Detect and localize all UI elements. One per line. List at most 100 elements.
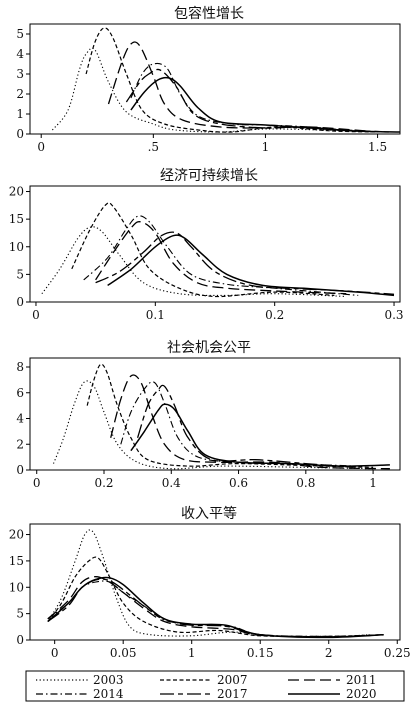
series-group xyxy=(41,202,395,298)
panel-inclusive-growth: 包容性增长 0 1 2 3 4 5 0 .5 1 1.5 xyxy=(16,5,401,154)
x-axis: 0 0.05 1 0.15 2 0.25 xyxy=(51,640,411,660)
panel-income-equality: 收入平等 0 5 10 15 20 0 0.05 1 0.15 2 0.25 xyxy=(9,505,411,660)
panel-title: 收入平等 xyxy=(181,505,237,522)
series-line-2003 xyxy=(47,529,370,638)
y-tick-label: 8 xyxy=(16,360,24,374)
series-line-2007 xyxy=(85,27,378,133)
x-tick-label: 0.1 xyxy=(146,308,165,322)
series-line-2020 xyxy=(130,403,390,467)
legend-entry-2011: 2011 xyxy=(288,673,377,687)
legend-label: 2011 xyxy=(346,673,377,687)
legend-entry-2014: 2014 xyxy=(36,687,124,701)
series-line-2017 xyxy=(95,231,395,295)
x-tick-label: 0 xyxy=(51,646,59,660)
y-tick-label: 20 xyxy=(9,185,24,199)
y-axis: 0 2 4 6 8 xyxy=(16,360,30,477)
y-tick-label: 4 xyxy=(16,47,24,61)
x-tick-label: 0.2 xyxy=(94,476,113,490)
y-tick-label: 15 xyxy=(9,554,24,568)
x-tick-label: .5 xyxy=(148,140,159,154)
series-line-2014 xyxy=(120,381,357,467)
y-tick-label: 5 xyxy=(16,267,24,281)
y-tick-label: 10 xyxy=(9,240,24,254)
x-tick-label: 0.8 xyxy=(296,476,315,490)
y-tick-label: 2 xyxy=(16,437,24,451)
x-tick-label: 2 xyxy=(325,646,333,660)
x-tick-label: 0.2 xyxy=(265,308,284,322)
legend-label: 2014 xyxy=(93,687,124,701)
series-line-2017 xyxy=(136,384,357,469)
series-line-2007 xyxy=(71,202,335,298)
x-tick-label: 1 xyxy=(262,140,270,154)
y-axis: 0 5 10 15 20 xyxy=(9,185,30,309)
series-group xyxy=(51,27,401,133)
legend-box xyxy=(25,670,405,702)
series-line-2003 xyxy=(41,226,347,298)
y-tick-label: 6 xyxy=(16,386,24,400)
series-line-2003 xyxy=(52,380,374,470)
y-tick-label: 5 xyxy=(16,607,24,621)
plot-frame xyxy=(29,23,401,135)
plot-frame xyxy=(29,523,401,641)
x-axis: 0 0.2 0.4 0.6 0.8 1 xyxy=(33,470,377,490)
legend-entry-2003: 2003 xyxy=(36,673,124,687)
x-tick-label: 0.05 xyxy=(110,646,137,660)
y-tick-label: 0 xyxy=(16,463,24,477)
series-line-2020 xyxy=(107,234,395,297)
panel-title: 社会机会公平 xyxy=(167,340,251,356)
panel-title: 经济可持续增长 xyxy=(160,167,258,184)
y-axis: 0 1 2 3 4 5 xyxy=(16,27,30,141)
legend-entry-2007: 2007 xyxy=(160,673,248,687)
x-tick-label: 1 xyxy=(369,476,377,490)
series-group xyxy=(52,363,390,470)
plot-frame xyxy=(29,357,401,471)
legend-entry-2020: 2020 xyxy=(288,687,377,701)
series-line-2014 xyxy=(83,215,359,296)
x-tick-label: 0 xyxy=(32,308,40,322)
legend: 2003 2007 2011 2014 2017 2020 xyxy=(25,670,405,702)
series-line-2011 xyxy=(95,221,347,295)
legend-label: 2020 xyxy=(346,687,377,701)
y-tick-label: 1 xyxy=(16,107,24,121)
x-tick-label: 1 xyxy=(188,646,196,660)
panel-economic-sustainable-growth: 经济可持续增长 0 5 10 15 20 0 0.1 0.2 0.3 xyxy=(9,167,404,322)
series-line-2020 xyxy=(47,576,384,639)
x-tick-label: 0.4 xyxy=(162,476,181,490)
y-tick-label: 0 xyxy=(16,295,24,309)
y-tick-label: 10 xyxy=(9,580,24,594)
y-tick-label: 0 xyxy=(16,127,24,141)
series-line-2007 xyxy=(86,363,374,468)
x-tick-label: 0.15 xyxy=(247,646,274,660)
series-line-2020 xyxy=(130,76,401,133)
legend-label: 2017 xyxy=(217,687,248,701)
x-tick-label: 1.5 xyxy=(368,140,387,154)
y-tick-label: 2 xyxy=(16,87,24,101)
x-tick-label: 0.3 xyxy=(384,308,403,322)
y-tick-label: 3 xyxy=(16,67,24,81)
x-tick-label: 0.6 xyxy=(229,476,248,490)
legend-label: 2003 xyxy=(93,673,124,687)
legend-label: 2007 xyxy=(217,673,248,687)
series-group xyxy=(47,529,384,639)
series-line-2003 xyxy=(51,47,378,133)
x-tick-label: 0 xyxy=(33,476,41,490)
y-tick-label: 20 xyxy=(9,528,24,542)
plot-frame xyxy=(29,185,401,303)
series-line-2011 xyxy=(107,41,367,132)
x-axis: 0 .5 1 1.5 xyxy=(37,134,387,154)
x-axis: 0 0.1 0.2 0.3 xyxy=(32,302,404,322)
series-line-2017 xyxy=(125,68,389,133)
y-tick-label: 0 xyxy=(16,633,24,647)
y-tick-label: 5 xyxy=(16,27,24,41)
y-tick-label: 4 xyxy=(16,412,24,426)
legend-entry-2017: 2017 xyxy=(160,687,248,701)
y-tick-label: 15 xyxy=(9,212,24,226)
panel-social-opportunity-fairness: 社会机会公平 0 2 4 6 8 0 0.2 0.4 0.6 0.8 1 xyxy=(16,340,401,490)
x-tick-label: 0 xyxy=(37,140,45,154)
series-line-2011 xyxy=(47,576,384,638)
y-axis: 0 5 10 15 20 xyxy=(9,528,30,647)
panel-title: 包容性增长 xyxy=(174,5,244,22)
series-line-2011 xyxy=(110,374,390,470)
x-tick-label: 0.25 xyxy=(384,646,411,660)
